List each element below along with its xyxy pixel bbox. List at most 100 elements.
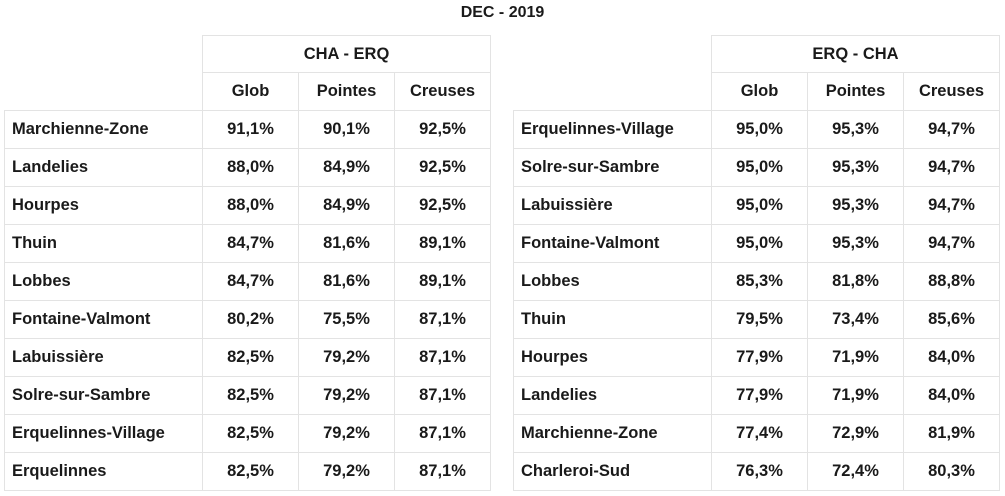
page-title: DEC - 2019 — [460, 4, 545, 21]
station-name: Landelies — [513, 376, 712, 415]
pointes-value: 79,2% — [298, 338, 395, 377]
station-name: Charleroi-Sud — [513, 452, 712, 491]
glob-value: 88,0% — [202, 186, 299, 225]
column-header-glob: Glob — [202, 72, 299, 111]
station-name: Hourpes — [513, 338, 712, 377]
table-row: Fontaine-Valmont 80,2% 75,5% 87,1% — [4, 300, 491, 339]
glob-value: 77,4% — [711, 414, 808, 453]
column-header-pointes: Pointes — [807, 72, 904, 111]
creuses-value: 89,1% — [394, 262, 491, 301]
glob-value: 95,0% — [711, 224, 808, 263]
creuses-value: 87,1% — [394, 376, 491, 415]
station-name: Marchienne-Zone — [513, 414, 712, 453]
table-row: Erquelinnes-Village 82,5% 79,2% 87,1% — [4, 414, 491, 453]
glob-value: 84,7% — [202, 224, 299, 263]
glob-value: 80,2% — [202, 300, 299, 339]
punctuality-table-cha-erq: CHA - ERQ Glob Pointes Creuses Marchienn… — [4, 35, 491, 491]
pointes-value: 95,3% — [807, 110, 904, 149]
glob-value: 95,0% — [711, 186, 808, 225]
pointes-value: 90,1% — [298, 110, 395, 149]
table-row: Lobbes 84,7% 81,6% 89,1% — [4, 262, 491, 301]
station-name: Erquelinnes — [4, 452, 203, 491]
station-name: Lobbes — [513, 262, 712, 301]
pointes-value: 72,9% — [807, 414, 904, 453]
pointes-value: 79,2% — [298, 452, 395, 491]
creuses-value: 92,5% — [394, 148, 491, 187]
table-row: Fontaine-Valmont 95,0% 95,3% 94,7% — [513, 224, 1000, 263]
pointes-value: 81,6% — [298, 224, 395, 263]
station-name: Thuin — [513, 300, 712, 339]
glob-value: 95,0% — [711, 148, 808, 187]
pointes-value: 73,4% — [807, 300, 904, 339]
pointes-value: 95,3% — [807, 224, 904, 263]
creuses-value: 94,7% — [903, 186, 1000, 225]
glob-value: 76,3% — [711, 452, 808, 491]
creuses-value: 92,5% — [394, 186, 491, 225]
glob-value: 88,0% — [202, 148, 299, 187]
creuses-value: 80,3% — [903, 452, 1000, 491]
table-row: Solre-sur-Sambre 95,0% 95,3% 94,7% — [513, 148, 1000, 187]
table-row: Marchienne-Zone 91,1% 90,1% 92,5% — [4, 110, 491, 149]
pointes-value: 84,9% — [298, 186, 395, 225]
direction-header: CHA - ERQ — [202, 35, 491, 73]
pointes-value: 79,2% — [298, 376, 395, 415]
creuses-value: 92,5% — [394, 110, 491, 149]
direction-header: ERQ - CHA — [711, 35, 1000, 73]
pointes-value: 71,9% — [807, 338, 904, 377]
creuses-value: 94,7% — [903, 148, 1000, 187]
table-row: Hourpes 88,0% 84,9% 92,5% — [4, 186, 491, 225]
creuses-value: 89,1% — [394, 224, 491, 263]
table-row: Charleroi-Sud 76,3% 72,4% 80,3% — [513, 452, 1000, 491]
creuses-value: 84,0% — [903, 338, 1000, 377]
station-name: Erquelinnes-Village — [4, 414, 203, 453]
station-name: Fontaine-Valmont — [513, 224, 712, 263]
pointes-value: 84,9% — [298, 148, 395, 187]
table-row: Erquelinnes 82,5% 79,2% 87,1% — [4, 452, 491, 491]
creuses-value: 81,9% — [903, 414, 1000, 453]
station-name: Erquelinnes-Village — [513, 110, 712, 149]
table-row: Labuissière 95,0% 95,3% 94,7% — [513, 186, 1000, 225]
column-header-creuses: Creuses — [394, 72, 491, 111]
creuses-value: 94,7% — [903, 110, 1000, 149]
pointes-value: 95,3% — [807, 186, 904, 225]
station-name: Solre-sur-Sambre — [4, 376, 203, 415]
glob-value: 77,9% — [711, 338, 808, 377]
table-row: Landelies 88,0% 84,9% 92,5% — [4, 148, 491, 187]
station-name: Lobbes — [4, 262, 203, 301]
station-name: Fontaine-Valmont — [4, 300, 203, 339]
column-header-glob: Glob — [711, 72, 808, 111]
table-row: Lobbes 85,3% 81,8% 88,8% — [513, 262, 1000, 301]
corner-blank — [514, 36, 712, 73]
table-row: Thuin 84,7% 81,6% 89,1% — [4, 224, 491, 263]
pointes-value: 75,5% — [298, 300, 395, 339]
table-row: Hourpes 77,9% 71,9% 84,0% — [513, 338, 1000, 377]
corner-blank — [5, 73, 203, 111]
creuses-value: 87,1% — [394, 452, 491, 491]
table-row: Labuissière 82,5% 79,2% 87,1% — [4, 338, 491, 377]
glob-value: 95,0% — [711, 110, 808, 149]
creuses-value: 85,6% — [903, 300, 1000, 339]
creuses-value: 94,7% — [903, 224, 1000, 263]
pointes-value: 81,6% — [298, 262, 395, 301]
glob-value: 84,7% — [202, 262, 299, 301]
corner-blank — [514, 73, 712, 111]
glob-value: 82,5% — [202, 338, 299, 377]
table-row: Thuin 79,5% 73,4% 85,6% — [513, 300, 1000, 339]
glob-value: 85,3% — [711, 262, 808, 301]
corner-blank — [5, 36, 203, 73]
table-row: Erquelinnes-Village 95,0% 95,3% 94,7% — [513, 110, 1000, 149]
pointes-value: 95,3% — [807, 148, 904, 187]
glob-value: 82,5% — [202, 414, 299, 453]
glob-value: 77,9% — [711, 376, 808, 415]
table-row: Landelies 77,9% 71,9% 84,0% — [513, 376, 1000, 415]
column-header-pointes: Pointes — [298, 72, 395, 111]
glob-value: 82,5% — [202, 376, 299, 415]
station-name: Labuissière — [513, 186, 712, 225]
station-name: Labuissière — [4, 338, 203, 377]
glob-value: 79,5% — [711, 300, 808, 339]
station-name: Solre-sur-Sambre — [513, 148, 712, 187]
station-name: Thuin — [4, 224, 203, 263]
creuses-value: 87,1% — [394, 338, 491, 377]
column-header-creuses: Creuses — [903, 72, 1000, 111]
table-row: Marchienne-Zone 77,4% 72,9% 81,9% — [513, 414, 1000, 453]
